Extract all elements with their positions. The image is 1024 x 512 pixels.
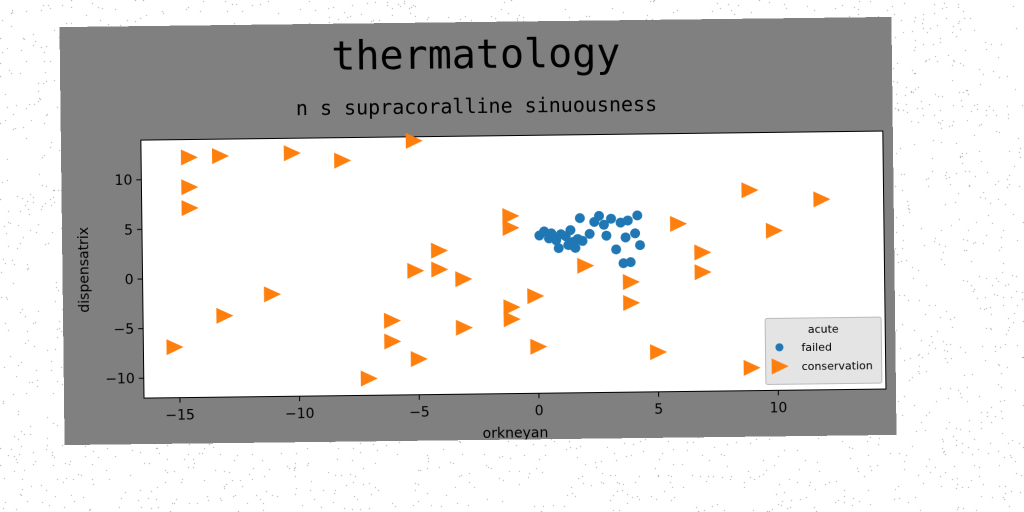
chart-figure: thermatology n s supracoralline sinuousn… (59, 16, 897, 446)
data-point (181, 200, 199, 217)
x-tick-label: 0 (535, 403, 544, 419)
data-point (669, 215, 688, 232)
y-tick-label: −10 (105, 371, 135, 387)
data-point (741, 182, 759, 199)
x-tick-label: −10 (285, 406, 315, 422)
data-point (625, 257, 636, 268)
data-point (431, 261, 449, 278)
data-point (263, 286, 282, 303)
x-tick-label: 5 (654, 402, 663, 418)
y-axis-label: dispensatrix (76, 227, 93, 313)
data-point (503, 311, 521, 328)
data-point (565, 225, 576, 236)
data-point (611, 244, 622, 255)
data-point (577, 235, 588, 246)
data-point (455, 319, 473, 336)
x-tick-label: −15 (165, 407, 195, 423)
data-point (694, 244, 712, 261)
data-point (620, 232, 631, 243)
data-point (623, 294, 641, 311)
legend-label: conservation (802, 359, 873, 373)
x-tick-label: −5 (409, 405, 430, 421)
data-point (502, 219, 520, 236)
legend-title: acute (808, 323, 839, 336)
data-point (360, 370, 378, 387)
x-tick-label: 10 (769, 400, 787, 416)
data-point (502, 208, 520, 225)
data-point (635, 240, 646, 251)
data-point (405, 132, 423, 149)
data-point (622, 215, 633, 226)
data-point (694, 264, 712, 281)
data-point (334, 152, 352, 169)
data-point (765, 222, 783, 239)
legend-marker (775, 343, 784, 352)
y-tick-label: −5 (113, 322, 134, 338)
data-point (601, 230, 612, 241)
x-axis-label: orkneyan (483, 425, 549, 442)
legend-box (764, 316, 883, 385)
data-point (503, 299, 521, 316)
data-point (407, 262, 425, 279)
data-point (283, 145, 301, 162)
data-point (383, 312, 402, 329)
data-point (553, 243, 564, 254)
data-point (743, 359, 761, 376)
data-point (384, 333, 402, 350)
data-point (574, 213, 585, 224)
series-conservation (166, 132, 831, 387)
data-point (211, 148, 230, 165)
legend-marker (771, 358, 789, 375)
plot-area (140, 130, 887, 399)
data-point (605, 213, 616, 224)
data-point (813, 191, 831, 208)
data-point (410, 351, 428, 368)
data-point (455, 271, 473, 288)
data-point (570, 242, 581, 253)
legend-label: failed (801, 341, 832, 354)
data-point (632, 210, 643, 221)
scatter-plot: −15 −10 −5 0 5 10 −10 −5 0 5 10 orkneyan dispensatri… (76, 130, 887, 442)
data-point (598, 219, 609, 230)
data-point (593, 210, 604, 221)
legend: acute failed conservation (764, 316, 883, 385)
y-tick-label: 10 (114, 173, 132, 189)
data-point (530, 338, 548, 355)
data-point (430, 242, 449, 259)
data-point (577, 257, 595, 274)
y-tick-label: 0 (125, 272, 134, 288)
data-point (584, 228, 595, 239)
data-point (180, 149, 198, 166)
data-point (650, 344, 668, 361)
data-point (527, 288, 545, 305)
series-failed (534, 210, 646, 269)
data-point (166, 339, 184, 356)
y-tick-label: 5 (124, 223, 133, 239)
data-point (630, 228, 641, 239)
data-point (216, 307, 234, 324)
data-point (181, 179, 199, 196)
data-point (622, 274, 640, 291)
